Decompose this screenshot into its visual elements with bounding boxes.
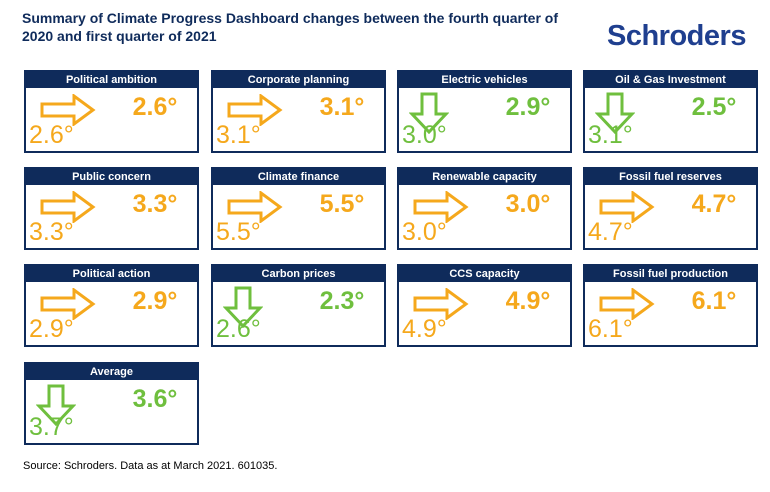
current-value: 3.1° [319, 93, 365, 121]
current-value: 2.6° [132, 93, 178, 121]
previous-value: 4.9° [402, 315, 447, 343]
previous-value: 2.6° [29, 121, 74, 149]
metric-label: Climate finance [213, 169, 384, 185]
metric-card: Climate finance 5.5° 5.5° [211, 167, 386, 250]
arrow-right-icon [227, 191, 283, 223]
metric-card: Corporate planning 3.1° 3.1° [211, 70, 386, 153]
current-value: 2.9° [505, 93, 551, 121]
metric-card: CCS capacity 4.9° 4.9° [397, 264, 572, 347]
current-value: 2.5° [691, 93, 737, 121]
metric-label: Renewable capacity [399, 169, 570, 185]
current-value: 6.1° [691, 287, 737, 315]
arrow-down-icon [595, 92, 635, 134]
metric-card: Carbon prices 2.3° 2.6° [211, 264, 386, 347]
previous-value: 3.7° [29, 413, 74, 441]
source-note: Source: Schroders. Data as at March 2021… [23, 460, 278, 472]
previous-value: 4.7° [588, 218, 633, 246]
arrow-right-icon [40, 94, 96, 126]
arrow-right-icon [40, 288, 96, 320]
metric-label: Fossil fuel reserves [585, 169, 756, 185]
metric-label: Fossil fuel production [585, 266, 756, 282]
previous-value: 3.3° [29, 218, 74, 246]
metric-label: Political action [26, 266, 197, 282]
metric-label: Public concern [26, 169, 197, 185]
metric-card: Average 3.6° 3.7° [24, 362, 199, 445]
metric-label: Carbon prices [213, 266, 384, 282]
previous-value: 3.0° [402, 218, 447, 246]
brand-logo: Schroders [607, 20, 746, 52]
current-value: 3.3° [132, 190, 178, 218]
previous-value: 2.6° [216, 315, 261, 343]
current-value: 4.9° [505, 287, 551, 315]
current-value: 3.6° [132, 385, 178, 413]
metric-label: CCS capacity [399, 266, 570, 282]
previous-value: 3.1° [588, 121, 633, 149]
metric-label: Corporate planning [213, 72, 384, 88]
current-value: 4.7° [691, 190, 737, 218]
metric-card: Fossil fuel production 6.1° 6.1° [583, 264, 758, 347]
metric-card: Public concern 3.3° 3.3° [24, 167, 199, 250]
page-title: Summary of Climate Progress Dashboard ch… [22, 10, 558, 44]
previous-value: 3.0° [402, 121, 447, 149]
previous-value: 5.5° [216, 218, 261, 246]
metric-label: Average [26, 364, 197, 380]
arrow-down-icon [409, 92, 449, 134]
arrow-right-icon [40, 191, 96, 223]
metric-card: Renewable capacity 3.0° 3.0° [397, 167, 572, 250]
metric-label: Electric vehicles [399, 72, 570, 88]
metric-label: Oil & Gas Investment [585, 72, 756, 88]
arrow-right-icon [599, 288, 655, 320]
arrow-right-icon [413, 288, 469, 320]
arrow-down-icon [223, 286, 263, 328]
arrow-right-icon [413, 191, 469, 223]
arrow-down-icon [36, 384, 76, 426]
current-value: 3.0° [505, 190, 551, 218]
metric-card: Political action 2.9° 2.9° [24, 264, 199, 347]
previous-value: 6.1° [588, 315, 633, 343]
previous-value: 2.9° [29, 315, 74, 343]
current-value: 2.9° [132, 287, 178, 315]
arrow-right-icon [227, 94, 283, 126]
metric-card: Political ambition 2.6° 2.6° [24, 70, 199, 153]
previous-value: 3.1° [216, 121, 261, 149]
arrow-right-icon [599, 191, 655, 223]
metric-card: Electric vehicles 2.9° 3.0° [397, 70, 572, 153]
metric-card: Fossil fuel reserves 4.7° 4.7° [583, 167, 758, 250]
metric-card: Oil & Gas Investment 2.5° 3.1° [583, 70, 758, 153]
current-value: 2.3° [319, 287, 365, 315]
current-value: 5.5° [319, 190, 365, 218]
metric-label: Political ambition [26, 72, 197, 88]
